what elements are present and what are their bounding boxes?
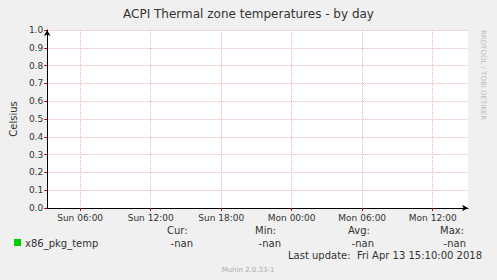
svg-text:Mon 00:00: Mon 00:00 (268, 213, 316, 223)
svg-text:-nan: -nan (171, 238, 193, 249)
svg-text:1.0: 1.0 (29, 25, 44, 35)
svg-text:0.0: 0.0 (29, 203, 44, 213)
svg-text:-nan: -nan (444, 238, 466, 249)
svg-text:Mon 12:00: Mon 12:00 (409, 213, 457, 223)
svg-text:Max:: Max: (440, 225, 464, 236)
svg-text:0.4: 0.4 (29, 132, 44, 142)
svg-text:0.5: 0.5 (29, 114, 43, 124)
svg-text:Last update: Fri Apr 13 15:10: Last update: Fri Apr 13 15:10:00 2018 (288, 250, 482, 261)
svg-text:0.7: 0.7 (29, 78, 43, 88)
svg-text:Avg:: Avg: (348, 225, 370, 236)
svg-text:Sun 18:00: Sun 18:00 (198, 213, 244, 223)
svg-text:0.1: 0.1 (29, 185, 43, 195)
svg-text:x86_pkg_temp: x86_pkg_temp (25, 238, 98, 250)
svg-text:ACPI Thermal zone temperatures: ACPI Thermal zone temperatures - by day (123, 7, 374, 21)
svg-text:0.2: 0.2 (29, 167, 43, 177)
svg-text:-nan: -nan (352, 238, 374, 249)
svg-text:0.6: 0.6 (29, 96, 44, 106)
svg-text:0.8: 0.8 (29, 61, 44, 71)
svg-text:-nan: -nan (259, 238, 281, 249)
svg-text:Sun 12:00: Sun 12:00 (128, 213, 174, 223)
svg-text:Cur:: Cur: (167, 225, 188, 236)
svg-text:0.3: 0.3 (29, 150, 43, 160)
svg-text:Min:: Min: (255, 225, 276, 236)
svg-text:Mon 06:00: Mon 06:00 (338, 213, 386, 223)
svg-text:Sun 06:00: Sun 06:00 (57, 213, 103, 223)
svg-text:Munin 2.0.33-1: Munin 2.0.33-1 (222, 266, 275, 274)
svg-text:Celsius: Celsius (8, 101, 19, 136)
svg-text:0.9: 0.9 (29, 43, 44, 53)
svg-text:RRDTOOL / TOBI OETIKER: RRDTOOL / TOBI OETIKER (479, 30, 487, 120)
